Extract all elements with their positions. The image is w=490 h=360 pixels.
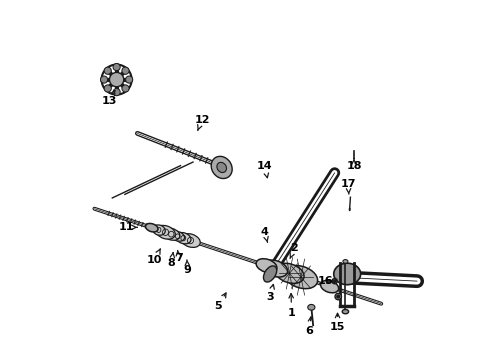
- Circle shape: [113, 63, 120, 71]
- Ellipse shape: [181, 234, 200, 247]
- Text: 7: 7: [175, 250, 183, 263]
- Ellipse shape: [342, 310, 349, 314]
- Text: 9: 9: [184, 260, 192, 275]
- Text: 5: 5: [214, 293, 226, 311]
- Ellipse shape: [264, 266, 277, 282]
- Circle shape: [122, 67, 129, 74]
- Ellipse shape: [284, 266, 318, 289]
- Ellipse shape: [320, 280, 339, 293]
- Text: 12: 12: [194, 115, 210, 130]
- Ellipse shape: [349, 208, 351, 211]
- Text: 11: 11: [119, 222, 137, 232]
- Text: 18: 18: [346, 159, 362, 171]
- Ellipse shape: [217, 162, 226, 172]
- Text: 3: 3: [266, 284, 274, 302]
- Ellipse shape: [343, 260, 348, 263]
- Circle shape: [336, 294, 341, 299]
- Text: 4: 4: [261, 227, 269, 243]
- Circle shape: [113, 89, 120, 96]
- Ellipse shape: [308, 305, 315, 310]
- Ellipse shape: [175, 233, 191, 244]
- Text: 10: 10: [147, 249, 162, 265]
- Text: 14: 14: [257, 161, 272, 178]
- Ellipse shape: [171, 231, 185, 241]
- Ellipse shape: [163, 228, 180, 240]
- Ellipse shape: [211, 156, 232, 179]
- Circle shape: [125, 76, 133, 83]
- Text: 17: 17: [341, 179, 356, 194]
- Ellipse shape: [146, 224, 158, 232]
- Text: 8: 8: [168, 252, 175, 268]
- Ellipse shape: [156, 225, 175, 239]
- Ellipse shape: [335, 293, 342, 300]
- Ellipse shape: [334, 263, 361, 285]
- Circle shape: [104, 67, 111, 74]
- Circle shape: [333, 279, 337, 283]
- Text: 2: 2: [290, 243, 298, 258]
- Circle shape: [109, 72, 124, 87]
- Circle shape: [122, 85, 129, 92]
- Text: 13: 13: [102, 90, 117, 106]
- Ellipse shape: [256, 259, 277, 273]
- Ellipse shape: [152, 225, 165, 235]
- Text: 16: 16: [318, 276, 334, 286]
- Circle shape: [104, 85, 111, 92]
- Text: 15: 15: [330, 313, 345, 332]
- Ellipse shape: [263, 260, 288, 277]
- Text: 6: 6: [306, 317, 314, 336]
- Text: 1: 1: [288, 293, 295, 318]
- Ellipse shape: [275, 263, 304, 283]
- Circle shape: [100, 76, 108, 83]
